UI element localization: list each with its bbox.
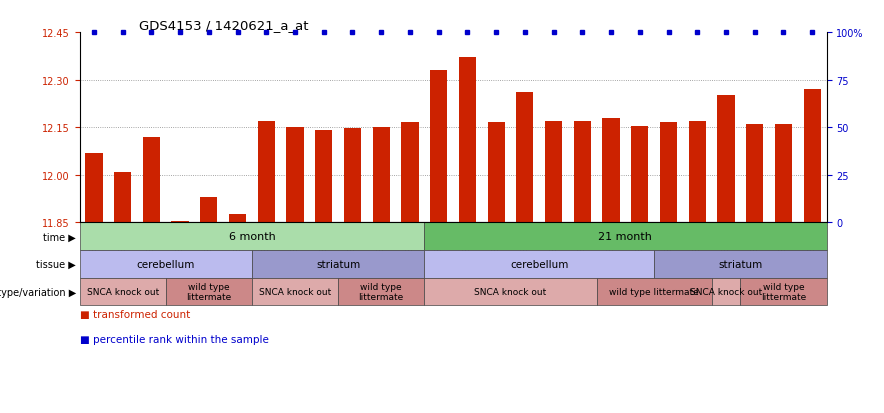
Text: GDS4153 / 1420621_a_at: GDS4153 / 1420621_a_at: [140, 19, 309, 32]
Bar: [373, 127, 390, 223]
Text: SNCA knock out: SNCA knock out: [259, 287, 332, 297]
Bar: [459, 58, 476, 223]
Bar: [143, 138, 160, 223]
Bar: [201, 197, 217, 223]
Bar: [258, 121, 275, 223]
Bar: [660, 123, 677, 223]
Text: wild type
littermate: wild type littermate: [187, 282, 232, 301]
Text: genotype/variation ▶: genotype/variation ▶: [0, 287, 76, 297]
Bar: [654, 251, 827, 278]
Bar: [344, 128, 362, 223]
Bar: [689, 121, 706, 223]
Bar: [166, 278, 252, 306]
Bar: [338, 278, 424, 306]
Bar: [774, 125, 792, 223]
Text: cerebellum: cerebellum: [136, 259, 195, 270]
Text: 6 month: 6 month: [229, 232, 275, 242]
Bar: [316, 131, 332, 223]
Bar: [718, 96, 735, 223]
Bar: [603, 119, 620, 223]
Bar: [229, 215, 247, 223]
Bar: [424, 278, 597, 306]
Text: wild type
littermate: wild type littermate: [761, 282, 806, 301]
Text: SNCA knock out: SNCA knock out: [475, 287, 546, 297]
Text: wild type
littermate: wild type littermate: [359, 282, 404, 301]
Text: striatum: striatum: [718, 259, 763, 270]
Text: tissue ▶: tissue ▶: [36, 259, 76, 270]
Bar: [114, 172, 132, 223]
Text: cerebellum: cerebellum: [510, 259, 568, 270]
Bar: [171, 221, 189, 223]
Bar: [401, 123, 419, 223]
Text: SNCA knock out: SNCA knock out: [690, 287, 762, 297]
Bar: [252, 251, 424, 278]
Text: ■ transformed count: ■ transformed count: [80, 310, 190, 320]
Bar: [431, 71, 447, 223]
Bar: [746, 125, 764, 223]
Bar: [804, 90, 821, 223]
Text: 21 month: 21 month: [598, 232, 652, 242]
Bar: [80, 223, 424, 251]
Bar: [424, 251, 654, 278]
Bar: [741, 278, 827, 306]
Bar: [712, 278, 741, 306]
Bar: [80, 278, 166, 306]
Text: ■ percentile rank within the sample: ■ percentile rank within the sample: [80, 335, 269, 344]
Bar: [424, 223, 827, 251]
Bar: [488, 123, 505, 223]
Bar: [286, 128, 304, 223]
Bar: [631, 126, 649, 223]
Bar: [80, 251, 252, 278]
Bar: [597, 278, 712, 306]
Text: SNCA knock out: SNCA knock out: [87, 287, 159, 297]
Text: time ▶: time ▶: [43, 232, 76, 242]
Text: striatum: striatum: [316, 259, 361, 270]
Bar: [252, 278, 338, 306]
Bar: [545, 121, 562, 223]
Bar: [574, 121, 591, 223]
Text: wild type littermate: wild type littermate: [609, 287, 699, 297]
Bar: [516, 93, 534, 223]
Bar: [86, 153, 103, 223]
